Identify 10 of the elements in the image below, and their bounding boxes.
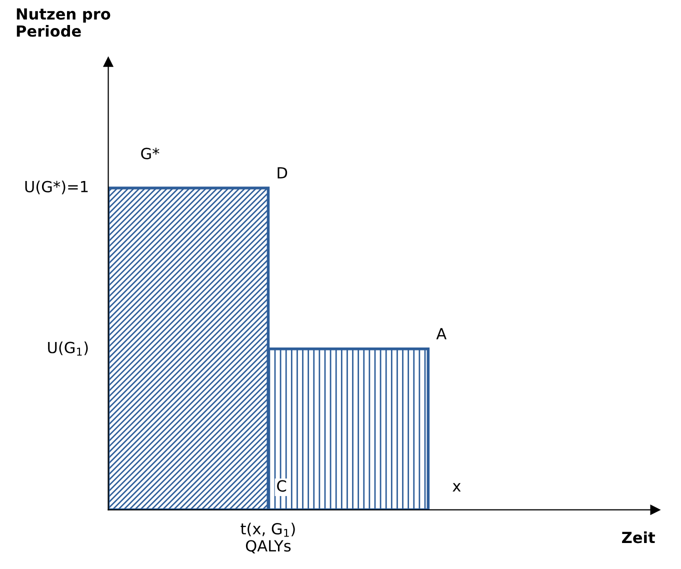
text: Nutzen pro Periode: [16, 8, 110, 37]
annotation: C: [277, 480, 286, 492]
text: Zeit: [622, 531, 655, 544]
text: x: [452, 483, 461, 492]
text: U(G$_{1}$): [48, 342, 88, 356]
text: G*: [141, 148, 160, 160]
text: U(G*)=1: [25, 180, 88, 194]
text: D: [278, 167, 288, 178]
text: A: [436, 328, 447, 340]
text: t(x, G$_{1}$) QALYs: [240, 522, 295, 554]
